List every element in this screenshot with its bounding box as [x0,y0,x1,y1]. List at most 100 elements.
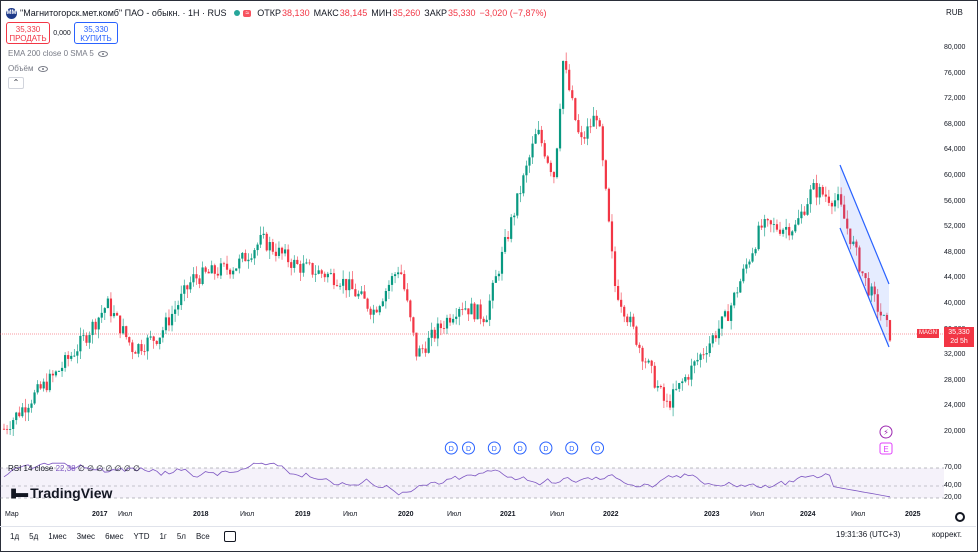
candle-body [128,337,131,343]
candle-body [452,318,455,323]
candle-body [91,321,94,336]
candle-body [540,129,543,144]
candle-body [314,273,317,275]
range-button[interactable]: Все [195,532,210,541]
dividend-marker[interactable]: D [462,441,476,455]
symbol-header[interactable]: MM "Магнитогорск.мет.комб" ПАО - обыкн. … [6,6,551,20]
ohlc-value: 35,260 [392,8,421,18]
clock[interactable]: 19:31:36 (UTC+3) [836,530,901,539]
range-button[interactable]: 1г [159,532,167,541]
range-button[interactable]: 5д [29,532,39,541]
trend-channel-upper[interactable] [839,164,890,285]
candle-body [335,285,339,286]
eye-icon[interactable] [97,50,108,57]
range-button[interactable]: 6мес [105,532,124,541]
candle-body [277,247,281,256]
candle-body [357,293,360,297]
candle-body [711,335,714,344]
range-button[interactable]: 1д [10,532,20,541]
calendar-icon[interactable] [223,531,236,542]
candle-body [45,381,48,391]
earnings-marker[interactable]: E [879,442,893,455]
price-axis[interactable]: 80,000 76,000 72,000 68,000 64,000 60,000 56,0… [944,24,974,501]
candle-body [152,336,155,341]
candle-body [290,262,293,268]
ohlc-key: ЗАКР [424,8,447,18]
range-button[interactable]: 5л [176,532,186,541]
range-button[interactable]: 3мес [76,532,96,541]
candle-body [818,186,821,198]
rsi-legend[interactable]: RSI 14 close 22,38 ∅ ∅ ∅ ∅ ∅ ∅ ∅ [8,464,140,473]
settings-gear-icon[interactable] [955,512,965,522]
candle-body [763,219,766,228]
dividend-label: D [492,446,497,453]
symbol-title[interactable]: "Магнитогорск.мет.комб" ПАО - обыкн. · 1… [20,8,227,18]
price-axis-tick: 28,000 [944,376,966,384]
candle-body [283,249,287,254]
flag-badge[interactable]: ≈ [243,9,252,17]
time-axis-tick: Июл [343,511,358,518]
tradingview-logo[interactable]: ▮▬ TradingView [10,485,112,501]
dividend-label: D [449,446,454,453]
candle-body [675,388,678,390]
candle-body [730,305,733,321]
dividend-marker[interactable]: D [487,441,501,455]
range-button[interactable]: YTD [133,532,150,541]
trend-channel-lower[interactable] [839,227,890,348]
candle-body [794,224,797,232]
candle-body [629,316,632,323]
dividend-marker[interactable]: D [444,441,458,455]
price-chart[interactable]: D D D D D D D E ⚡ [0,0,944,510]
event-flash-marker[interactable]: ⚡ [879,425,893,439]
currency-selector[interactable]: RUB [946,8,963,17]
candle-body [470,303,473,315]
candle-body [797,218,800,225]
ohlc-key: МАКС [313,8,339,18]
dividend-marker[interactable]: D [565,441,579,455]
time-axis-tick: 2017 [92,511,108,518]
dividend-marker[interactable]: D [513,441,527,455]
candle-body [840,194,843,205]
candle-body [225,263,229,270]
time-axis-tick: 2024 [800,511,816,518]
price-axis-tick: 80,000 [944,44,966,51]
candle-body [503,237,507,252]
candle-body [247,259,250,262]
candle-body [250,258,253,260]
adjustment-toggle[interactable]: коррект. [932,530,962,539]
sell-button[interactable]: 35,330 ПРОДАТЬ [6,22,50,44]
candle-body [824,194,827,197]
candle-body [427,337,430,353]
collapse-legend-button[interactable]: ⌃ [8,77,24,89]
symbol-price-tag: MAGN [917,329,939,338]
candle-body [85,335,88,343]
candle-body [650,360,653,366]
candle-body [586,126,589,139]
candle-body [455,316,458,319]
candle-body [598,120,601,127]
candle-body [143,351,146,352]
flash-icon: ⚡ [883,428,889,437]
candle-body [448,317,452,323]
price-axis-tick: 24,000 [944,402,966,410]
dividend-label: D [543,446,548,453]
dividend-marker[interactable]: D [539,441,553,455]
candle-body [488,300,491,320]
time-axis[interactable]: Мар 2017 Июл 2018 Июл 2019 Июл 2020 Июл 2021 Июл 20… [0,509,944,523]
volume-indicator-legend[interactable]: Объём [8,64,48,73]
trend-channel-fill[interactable] [840,165,889,347]
candle-body [479,304,482,319]
candle-body [418,348,421,357]
candle-body [213,265,216,274]
candle-body [253,250,256,259]
candle-body [879,311,882,316]
candle-body [684,377,687,382]
buy-button[interactable]: 35,330 КУПИТЬ [74,22,118,44]
candle-body [60,367,64,372]
candle-body [109,298,113,317]
eye-icon[interactable] [37,65,48,72]
ema-indicator-legend[interactable]: EMA 200 close 0 SMA 5 [8,49,108,58]
dividend-marker[interactable]: D [591,441,605,455]
candle-body [461,309,464,310]
range-button[interactable]: 1мес [48,532,67,541]
